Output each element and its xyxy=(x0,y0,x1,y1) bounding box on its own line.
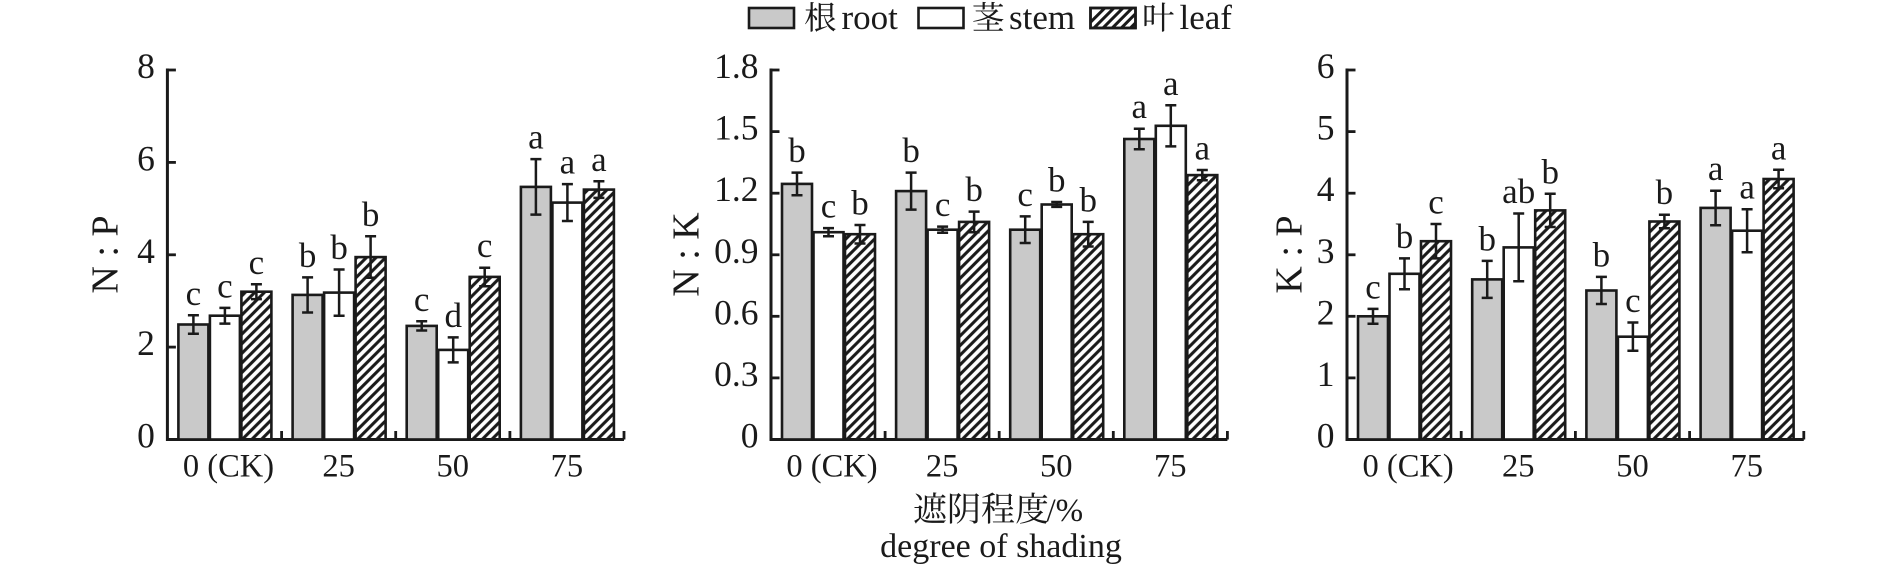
svg-text:25: 25 xyxy=(926,449,959,485)
svg-text:50: 50 xyxy=(437,449,470,485)
svg-text:2: 2 xyxy=(137,323,155,363)
svg-text:c: c xyxy=(821,187,837,226)
svg-text:75: 75 xyxy=(1154,449,1187,485)
svg-text:a: a xyxy=(1771,128,1787,167)
svg-text:a: a xyxy=(1739,168,1755,207)
svg-text:b: b xyxy=(788,131,806,170)
svg-text:degree of shading: degree of shading xyxy=(880,528,1122,565)
svg-text:75: 75 xyxy=(1730,449,1763,485)
svg-text:c: c xyxy=(1428,183,1444,222)
svg-text:2: 2 xyxy=(1317,292,1335,332)
svg-text:c: c xyxy=(1625,281,1641,320)
svg-text:a: a xyxy=(1132,87,1148,126)
svg-text:3: 3 xyxy=(1317,231,1335,271)
svg-text:1.2: 1.2 xyxy=(714,169,758,209)
svg-text:b: b xyxy=(851,184,869,223)
svg-text:0 (CK): 0 (CK) xyxy=(786,449,877,485)
svg-text:b: b xyxy=(965,170,983,209)
svg-text:b: b xyxy=(1541,152,1559,191)
svg-text:50: 50 xyxy=(1040,449,1073,485)
svg-text:5: 5 xyxy=(1317,108,1335,148)
svg-text:b: b xyxy=(330,228,348,267)
svg-text:c: c xyxy=(414,280,430,319)
svg-text:d: d xyxy=(444,296,462,335)
svg-text:stem: stem xyxy=(1009,0,1075,37)
svg-text:0: 0 xyxy=(741,416,759,456)
svg-text:ab: ab xyxy=(1502,172,1535,211)
svg-text:1.5: 1.5 xyxy=(714,108,758,148)
svg-text:50: 50 xyxy=(1616,449,1649,485)
svg-text:a: a xyxy=(1708,149,1724,188)
svg-text:c: c xyxy=(217,266,233,305)
svg-text:6: 6 xyxy=(1317,46,1335,86)
svg-text:a: a xyxy=(560,143,576,182)
svg-text:c: c xyxy=(477,226,493,265)
svg-text:c: c xyxy=(935,185,951,224)
svg-text:0: 0 xyxy=(1317,416,1335,456)
svg-text:1: 1 xyxy=(1317,354,1335,394)
svg-text:4: 4 xyxy=(137,231,155,271)
svg-text:4: 4 xyxy=(1317,169,1335,209)
svg-text:c: c xyxy=(186,274,202,313)
svg-text:b: b xyxy=(1048,161,1066,200)
svg-text:/%: /% xyxy=(1047,493,1084,529)
svg-text:a: a xyxy=(528,118,544,157)
svg-text:0: 0 xyxy=(137,416,155,456)
svg-text:a: a xyxy=(1163,64,1179,103)
svg-text:8: 8 xyxy=(137,46,155,86)
svg-text:1.8: 1.8 xyxy=(714,46,758,86)
svg-text:c: c xyxy=(249,243,265,282)
svg-text:c: c xyxy=(1017,175,1033,214)
svg-text:b: b xyxy=(1478,219,1496,258)
svg-text:0.9: 0.9 xyxy=(714,231,758,271)
svg-text:0 (CK): 0 (CK) xyxy=(1363,449,1454,485)
svg-text:b: b xyxy=(1396,217,1414,256)
svg-text:leaf: leaf xyxy=(1180,0,1233,37)
svg-text:b: b xyxy=(299,236,317,275)
svg-text:6: 6 xyxy=(137,138,155,178)
svg-text:a: a xyxy=(1195,129,1211,168)
svg-text:b: b xyxy=(1079,180,1097,219)
svg-text:N : P: N : P xyxy=(84,215,126,293)
svg-text:root: root xyxy=(842,0,899,37)
svg-text:N : K: N : K xyxy=(666,212,708,297)
svg-text:25: 25 xyxy=(1502,449,1535,485)
svg-text:b: b xyxy=(1656,173,1674,212)
svg-text:a: a xyxy=(591,140,607,179)
svg-text:K : P: K : P xyxy=(1269,215,1311,293)
svg-text:25: 25 xyxy=(322,449,355,485)
svg-text:b: b xyxy=(902,131,920,170)
svg-text:75: 75 xyxy=(551,449,584,485)
svg-text:0.3: 0.3 xyxy=(714,354,758,394)
svg-text:c: c xyxy=(1365,267,1381,306)
svg-text:0.6: 0.6 xyxy=(714,292,758,332)
svg-text:b: b xyxy=(362,195,380,234)
svg-text:0 (CK): 0 (CK) xyxy=(183,449,274,485)
svg-text:b: b xyxy=(1593,235,1611,274)
